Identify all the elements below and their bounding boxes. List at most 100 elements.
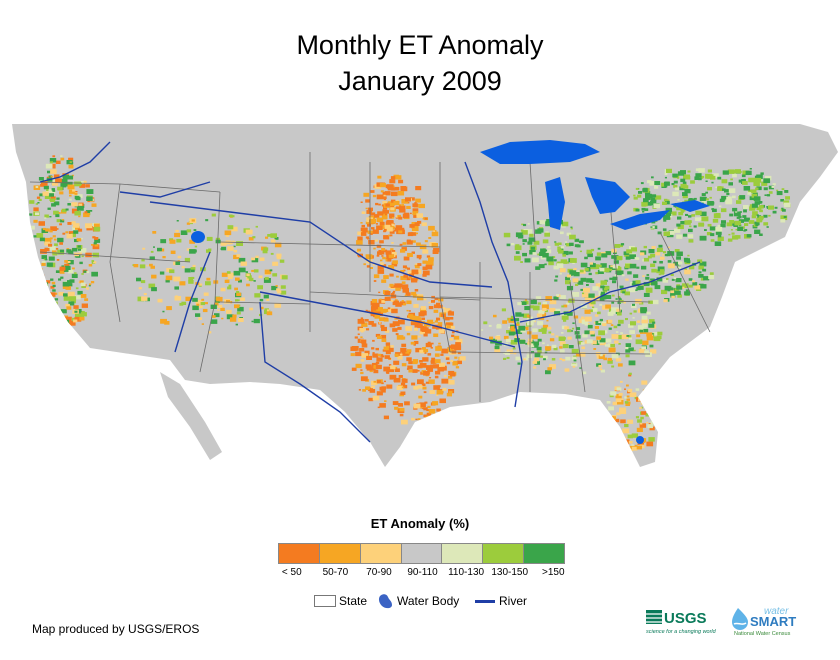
anomaly-pixel	[397, 326, 402, 330]
anomaly-pixel	[41, 262, 46, 266]
anomaly-pixel	[86, 196, 93, 201]
anomaly-pixel	[248, 277, 254, 281]
anomaly-pixel	[57, 186, 63, 191]
anomaly-pixel	[395, 225, 403, 230]
anomaly-pixel	[427, 353, 432, 356]
anomaly-pixel	[399, 353, 403, 356]
anomaly-pixel	[554, 241, 557, 243]
anomaly-pixel	[625, 354, 630, 358]
anomaly-pixel	[439, 362, 445, 367]
anomaly-pixel	[280, 290, 287, 295]
anomaly-pixel	[699, 217, 704, 221]
anomaly-pixel	[605, 295, 612, 299]
anomaly-pixel	[448, 390, 453, 394]
anomaly-pixel	[561, 221, 569, 227]
anomaly-pixel	[605, 414, 610, 417]
anomaly-pixel	[55, 214, 60, 218]
anomaly-pixel	[47, 207, 51, 210]
anomaly-pixel	[637, 194, 642, 198]
anomaly-pixel	[68, 189, 75, 194]
anomaly-pixel	[411, 278, 418, 283]
anomaly-pixel	[141, 296, 148, 301]
anomaly-pixel	[730, 229, 733, 231]
anomaly-pixel	[31, 262, 39, 267]
anomaly-pixel	[406, 205, 411, 209]
anomaly-pixel	[46, 262, 53, 267]
anomaly-pixel	[445, 357, 450, 360]
anomaly-pixel	[588, 272, 592, 276]
anomaly-pixel	[546, 319, 549, 322]
anomaly-pixel	[195, 313, 201, 317]
anomaly-pixel	[616, 255, 619, 257]
anomaly-pixel	[425, 261, 431, 265]
anomaly-pixel	[418, 203, 425, 209]
anomaly-pixel	[52, 189, 56, 192]
anomaly-pixel	[636, 334, 641, 338]
anomaly-pixel	[457, 360, 462, 365]
anomaly-pixel	[620, 419, 626, 424]
anomaly-pixel	[264, 308, 269, 312]
anomaly-pixel	[643, 257, 650, 262]
anomaly-pixel	[177, 255, 182, 259]
anomaly-pixel	[607, 422, 615, 427]
anomaly-pixel	[722, 188, 726, 191]
anomaly-pixel	[407, 314, 414, 319]
lake-huron	[585, 177, 630, 214]
anomaly-pixel	[726, 222, 733, 227]
anomaly-pixel	[264, 276, 269, 280]
et-anomaly-map	[12, 124, 838, 467]
anomaly-pixel	[736, 200, 742, 204]
anomaly-pixel	[694, 197, 697, 200]
anomaly-pixel	[50, 285, 55, 289]
anomaly-pixel	[41, 295, 47, 299]
anomaly-pixel	[688, 284, 693, 288]
anomaly-pixel	[45, 163, 53, 169]
anomaly-pixel	[368, 397, 374, 402]
anomaly-pixel	[38, 287, 42, 290]
anomaly-pixel	[371, 323, 377, 327]
anomaly-pixel	[537, 350, 542, 354]
anomaly-pixel	[61, 208, 67, 213]
anomaly-pixel	[514, 335, 519, 339]
anomaly-pixel	[392, 226, 396, 229]
anomaly-pixel	[175, 229, 179, 233]
anomaly-pixel	[684, 258, 690, 263]
anomaly-pixel	[659, 261, 663, 264]
anomaly-pixel	[45, 304, 48, 306]
anomaly-pixel	[627, 434, 633, 439]
anomaly-pixel	[36, 196, 41, 199]
anomaly-pixel	[40, 289, 44, 291]
anomaly-pixel	[551, 333, 555, 336]
anomaly-pixel	[642, 340, 649, 346]
anomaly-pixel	[66, 323, 70, 326]
anomaly-pixel	[553, 347, 558, 351]
anomaly-pixel	[233, 270, 241, 276]
anomaly-pixel	[400, 249, 406, 253]
anomaly-pixel	[744, 217, 750, 222]
anomaly-pixel	[357, 254, 360, 257]
anomaly-pixel	[394, 299, 398, 302]
anomaly-pixel	[756, 174, 763, 180]
anomaly-pixel	[695, 168, 700, 172]
anomaly-pixel	[532, 305, 540, 311]
anomaly-pixel	[367, 237, 370, 240]
anomaly-pixel	[67, 291, 75, 297]
anomaly-pixel	[626, 384, 629, 387]
anomaly-pixel	[401, 247, 407, 251]
anomaly-pixel	[565, 280, 571, 285]
river-rio-grande	[259, 301, 371, 443]
anomaly-pixel	[641, 380, 648, 385]
anomaly-pixel	[28, 280, 31, 283]
anomaly-pixel	[615, 434, 619, 438]
anomaly-pixel	[629, 263, 637, 269]
anomaly-pixel	[68, 157, 74, 162]
anomaly-pixel	[40, 309, 48, 315]
anomaly-pixel	[635, 289, 638, 291]
anomaly-pixel	[149, 263, 153, 267]
anomaly-pixel	[266, 309, 270, 312]
anomaly-pixel	[226, 300, 230, 303]
anomaly-pixel	[379, 224, 386, 230]
anomaly-pixel	[674, 249, 680, 253]
anomaly-pixel	[41, 261, 46, 264]
anomaly-pixel	[447, 311, 454, 316]
